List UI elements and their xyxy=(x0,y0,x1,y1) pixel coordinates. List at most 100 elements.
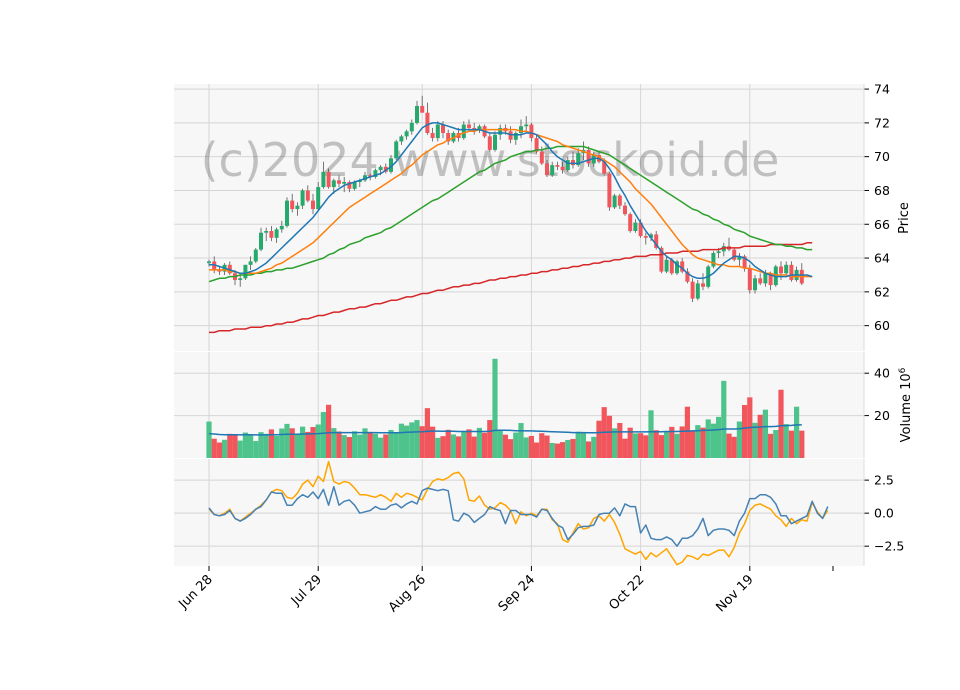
candle-body xyxy=(347,182,352,189)
volume-bar xyxy=(492,358,498,458)
candle-body xyxy=(399,136,404,142)
volume-bar xyxy=(768,433,774,458)
volume-bar xyxy=(419,426,425,458)
volume-bar xyxy=(398,423,404,458)
volume-bar xyxy=(388,430,394,458)
candle-body xyxy=(389,158,393,172)
candle-body xyxy=(550,165,555,176)
candle-body xyxy=(305,190,310,201)
candle-body xyxy=(664,259,669,272)
candle-body xyxy=(732,249,737,260)
x-tick-label: Jun 28 xyxy=(176,572,216,612)
volume-bar xyxy=(643,435,649,458)
volume-bar xyxy=(580,432,586,458)
candle-body xyxy=(279,225,284,230)
volume-bar xyxy=(591,436,597,458)
candle-body xyxy=(420,105,425,113)
candle-body xyxy=(565,160,570,171)
volume-bar xyxy=(305,431,311,458)
oscillator-line-1 xyxy=(208,460,829,566)
candle-body xyxy=(238,278,243,281)
y-tick-label: 40 xyxy=(874,366,890,381)
candle-body xyxy=(690,281,695,299)
x-tick-label: Nov 19 xyxy=(713,572,756,615)
candle-body xyxy=(321,171,326,188)
volume-bar xyxy=(284,423,290,458)
candle-body xyxy=(441,124,445,134)
ma-line-short xyxy=(209,122,813,280)
volume-bar xyxy=(424,408,430,458)
volume-bar xyxy=(248,435,254,458)
y-tick-label: 74 xyxy=(874,82,890,97)
candle-body xyxy=(227,264,232,274)
candle-body xyxy=(586,149,591,164)
volume-bar xyxy=(211,438,217,458)
candle-body xyxy=(264,231,269,233)
volume-bar xyxy=(757,414,763,458)
candle-body xyxy=(259,232,263,250)
candle-body xyxy=(617,195,622,206)
candle-body xyxy=(446,133,451,142)
volume-bar xyxy=(565,439,571,458)
volume-bar xyxy=(336,431,342,458)
candle-body xyxy=(571,160,575,166)
candle-body xyxy=(534,138,539,152)
y-tick-label: 66 xyxy=(874,217,890,232)
candle-body xyxy=(576,153,581,166)
volume-bar xyxy=(383,434,389,458)
volume-bar xyxy=(539,433,545,458)
volume-bar xyxy=(279,428,285,458)
volume-bar xyxy=(721,380,727,458)
volume-bar xyxy=(487,420,493,458)
volume-bar xyxy=(440,436,446,458)
candle-body xyxy=(337,180,341,184)
candle-body xyxy=(737,256,742,260)
volume-bar xyxy=(528,435,534,458)
candle-body xyxy=(628,214,633,232)
candle-body xyxy=(357,180,362,183)
volume-bar xyxy=(554,443,560,458)
candle-body xyxy=(633,222,638,232)
volume-bar xyxy=(700,427,706,458)
volume-bar xyxy=(326,404,332,458)
volume-bar xyxy=(570,438,576,458)
volume-bar xyxy=(638,433,644,458)
volume-bar xyxy=(544,435,550,458)
oscillator-line-2 xyxy=(208,485,829,547)
volume-bar xyxy=(575,431,581,458)
volume-bar xyxy=(612,428,618,458)
ma-line-long xyxy=(208,145,813,283)
price-panel: Price xyxy=(207,95,912,334)
volume-bar xyxy=(466,429,472,458)
volume-bar xyxy=(300,426,306,458)
volume-bar xyxy=(456,436,462,458)
y-tick-label: −2.5 xyxy=(874,539,904,554)
volume-bar xyxy=(778,389,784,458)
volume-bar xyxy=(445,429,451,458)
y-tick-label: 0.0 xyxy=(874,506,894,521)
candle-body xyxy=(212,261,217,270)
y-tick-label: 70 xyxy=(874,149,890,164)
candle-body xyxy=(274,229,279,238)
candle-body xyxy=(524,124,529,127)
candle-body xyxy=(701,283,705,287)
volume-bar xyxy=(320,411,326,458)
candle-body xyxy=(508,131,513,140)
y-tick-label: 20 xyxy=(874,408,890,423)
candle-body xyxy=(638,222,643,237)
volume-bar xyxy=(710,423,716,458)
candle-body xyxy=(519,126,523,134)
candle-body xyxy=(378,166,383,171)
volume-bar xyxy=(596,420,602,458)
volume-bar xyxy=(586,441,592,458)
candle-body xyxy=(529,124,534,139)
candle-body xyxy=(607,173,612,208)
candle-body xyxy=(758,278,763,284)
volume-bar xyxy=(461,431,467,458)
volume-bar xyxy=(331,428,337,458)
volume-bar xyxy=(773,430,779,458)
candle-body xyxy=(695,283,700,299)
candle-body xyxy=(290,200,295,210)
candle-body xyxy=(779,266,783,274)
